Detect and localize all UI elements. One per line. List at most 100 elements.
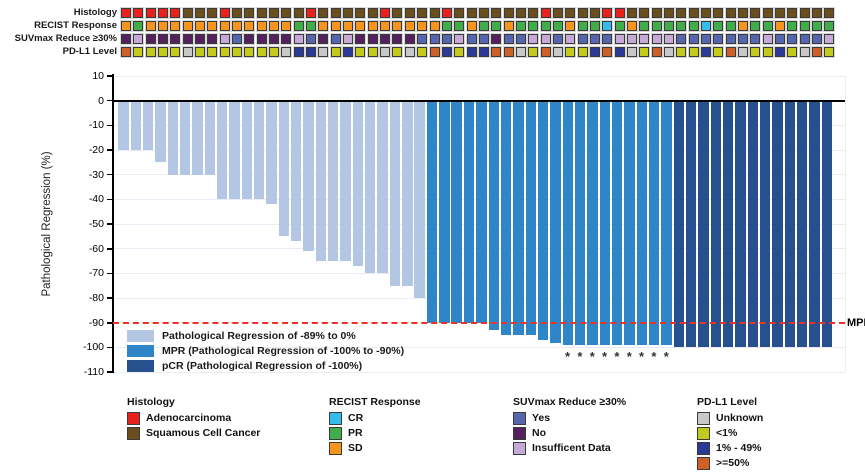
track-cell [528, 47, 539, 57]
track-cell [343, 8, 354, 18]
patient-bar [698, 101, 709, 348]
y-tick-label: 10 [92, 70, 104, 82]
track-cell [133, 47, 144, 57]
track-cell [589, 8, 600, 18]
reg-swatch [127, 330, 154, 342]
track-cell [195, 8, 206, 18]
track-cell [738, 47, 748, 57]
track-cell [738, 8, 748, 18]
y-tick-mark [107, 124, 113, 127]
gridline [113, 371, 845, 373]
track-cell [639, 47, 650, 57]
track-cell [306, 8, 317, 18]
track-cell [454, 8, 465, 18]
y-tick-mark [107, 223, 113, 225]
patient-bar [673, 101, 684, 348]
track-cell [244, 34, 255, 44]
track-cell [552, 34, 563, 44]
track-cell [404, 34, 415, 44]
y-tick-mark [107, 149, 113, 151]
track-cell [515, 47, 526, 57]
track-cell [207, 47, 218, 57]
track-cell [478, 47, 489, 57]
patient-bar [118, 101, 129, 151]
track-cell [466, 47, 477, 57]
track-cell [170, 8, 181, 18]
y-tick-label: -40 [88, 193, 104, 206]
track-cell [306, 21, 317, 31]
patient-bar [389, 101, 401, 286]
significance-asterisk: * [651, 349, 657, 364]
track-cell [577, 8, 588, 18]
track-cell [651, 47, 662, 57]
patient-bar [180, 101, 191, 175]
plot-right-border [845, 76, 846, 373]
track-cell [799, 8, 810, 18]
track-cell [688, 47, 699, 57]
track-cell [441, 34, 452, 44]
track-cell [232, 47, 243, 57]
track-cell [602, 47, 613, 57]
pcr-legend-text: pCR (Pathological Regression of -100%) [162, 360, 363, 372]
track-cell [762, 47, 773, 57]
track-cell [651, 21, 662, 31]
track-cell [614, 21, 625, 31]
track-cell [306, 47, 317, 57]
y-tick-mark [107, 173, 113, 176]
track-cell [256, 47, 267, 57]
track-cell [429, 8, 440, 18]
patient-bar [365, 101, 376, 274]
track-cell [775, 21, 786, 31]
track-cell [688, 21, 699, 31]
track-cell [688, 34, 699, 44]
y-tick-label: -10 [88, 119, 104, 132]
track-cell [330, 8, 341, 18]
significance-asterisk: * [602, 349, 608, 364]
y-tick-label: -80 [88, 292, 104, 305]
track-cell [417, 8, 428, 18]
y-tick-label: -30 [88, 168, 104, 181]
track-cell [589, 21, 600, 31]
track-cell [824, 34, 835, 44]
track-cell [639, 21, 650, 31]
legend-swatch [697, 442, 710, 455]
track-cell [441, 8, 452, 18]
patient-bar [500, 101, 512, 336]
legend-item-label: Yes [532, 412, 551, 424]
legend-swatch [513, 427, 526, 440]
track-cell [244, 21, 255, 31]
y-tick-label: -60 [88, 242, 104, 255]
track-cell [775, 8, 786, 18]
track-cell [392, 34, 403, 44]
track-cell [170, 47, 181, 57]
patient-bar [784, 101, 796, 348]
patient-bar [624, 101, 635, 345]
patient-bar [426, 101, 438, 323]
track-cell [219, 8, 230, 18]
legend-item-label: Unknown [716, 412, 764, 424]
legend-item-label: <1% [716, 427, 738, 439]
track-cell [577, 47, 588, 57]
track-cell [725, 47, 736, 57]
zero-baseline [113, 99, 845, 102]
track-cell [133, 34, 144, 44]
track-cell [380, 21, 391, 31]
patient-bar [352, 101, 364, 267]
patient-bar [167, 101, 179, 175]
track-cell [700, 47, 711, 57]
track-cell [565, 34, 576, 44]
track-cell [503, 34, 514, 44]
track-cell [219, 21, 230, 31]
track-cell [417, 34, 428, 44]
track-cell [318, 21, 329, 31]
track-cell [713, 21, 724, 31]
patient-bar [611, 101, 623, 345]
patient-bar [562, 101, 573, 345]
track-cell [799, 21, 810, 31]
track-cell [293, 21, 304, 31]
legend-group-header: SUVmax Reduce ≥30% [513, 396, 627, 408]
track-cell [281, 47, 292, 57]
patient-bar [155, 101, 166, 163]
track-cell [121, 34, 131, 44]
track-cell [404, 21, 415, 31]
